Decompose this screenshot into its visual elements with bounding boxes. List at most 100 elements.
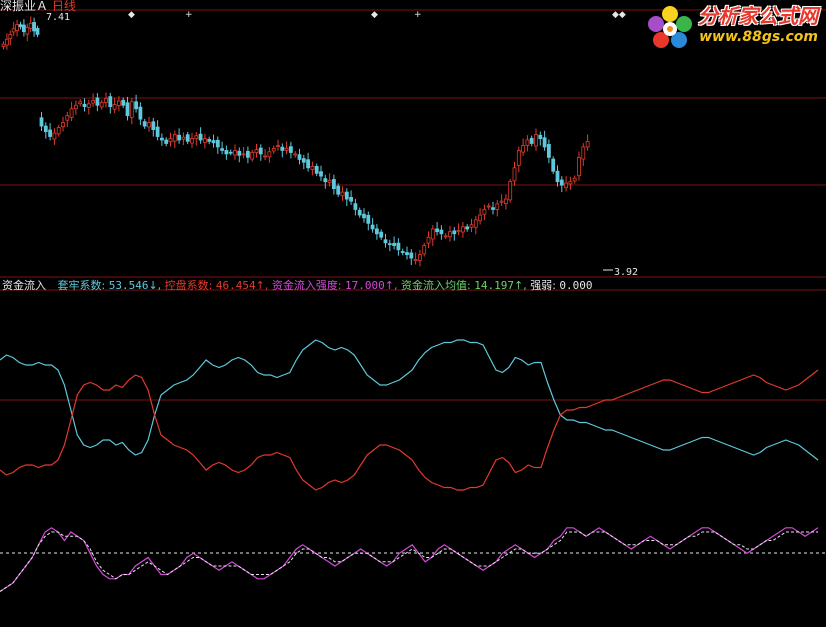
candle-body [185, 134, 190, 142]
candle-body [56, 127, 61, 135]
legend-item-强弱: 强弱: 0.000 [530, 279, 593, 292]
candle-body [473, 219, 478, 228]
candle-body [465, 226, 470, 230]
signal-marker-icon: ◆ [371, 10, 378, 20]
legend-label: 资金流入强度 [271, 279, 338, 292]
candle-body [25, 27, 30, 35]
top-markers: ◆ + ◆ + ◆◆ [128, 10, 626, 271]
candle-body [134, 101, 139, 110]
indicator-name: 资金流入 [2, 279, 46, 292]
candle-body [245, 150, 250, 158]
candle-body [1, 43, 6, 48]
candle-body [207, 139, 212, 142]
candle-body [516, 150, 521, 166]
candle-body [383, 239, 388, 244]
candle-body [577, 156, 581, 177]
candle-body [357, 209, 362, 216]
candle-body [396, 242, 401, 251]
candle-body [284, 147, 289, 151]
candle-body [349, 196, 354, 202]
candle-body [129, 101, 134, 118]
candle-body [121, 99, 126, 106]
candle-body [11, 28, 16, 33]
series-line-资金流入强度 [0, 527, 819, 593]
candle-body [15, 24, 20, 31]
indicator-legend: 资金流入 套牢系数: 53.546↓, 控盘系数: 46.454↑, 资金流入强… [2, 279, 593, 292]
candle-body [585, 140, 590, 148]
candle-body [430, 228, 435, 240]
candle-body [327, 179, 332, 183]
candle-body [177, 134, 182, 141]
candle-body [568, 181, 573, 185]
arrow-up-icon: ↑ [255, 279, 265, 292]
candle-body [323, 178, 328, 183]
candle-body [181, 136, 186, 140]
candle-body [555, 170, 560, 183]
candle-body [469, 224, 474, 228]
candle-body [460, 226, 465, 233]
legend-label: 控盘系数 [164, 279, 209, 292]
candle-body [499, 200, 504, 203]
candle-body [172, 134, 177, 142]
candle-body [392, 242, 397, 247]
candle-body [233, 150, 237, 156]
candle-body [314, 165, 319, 174]
candle-body [43, 125, 48, 133]
legend-label: 资金流入均值 [401, 279, 468, 292]
candle-body [439, 229, 444, 235]
legend-item-资金流入均值: 资金流入均值: 14.197↑, [401, 279, 531, 292]
candle-body [491, 207, 495, 210]
candle-body [28, 22, 33, 29]
indicator-lines [0, 339, 819, 593]
candle-body [405, 252, 409, 256]
candle-body [572, 177, 577, 182]
candle-body [486, 205, 491, 208]
candle-body [301, 158, 306, 163]
legend-item-套牢系数: 套牢系数: 53.546↓, [57, 279, 165, 292]
series-line-资金流入均值 [0, 531, 818, 592]
candle-body [512, 167, 517, 182]
candle-body [503, 198, 508, 205]
candle-body [215, 139, 220, 148]
candle-body [69, 108, 74, 118]
high-price-label: 7.41 [46, 12, 71, 23]
candle-body [164, 139, 169, 144]
candle-body [61, 122, 65, 128]
candle-body [8, 34, 13, 39]
candle-body [370, 224, 375, 230]
candle-body [521, 145, 525, 153]
candle-body [340, 191, 345, 197]
signal-marker-icon: ◆ [128, 10, 135, 20]
candle-body [190, 138, 194, 144]
candle-body [297, 154, 302, 160]
period-label: 日线 [51, 0, 76, 13]
candle-body [456, 229, 461, 232]
candle-body [138, 106, 143, 120]
legend-value: 17.000 [345, 279, 385, 292]
stock-title: 深振业Ａ 日线 [0, 0, 76, 13]
candle-body [52, 132, 57, 140]
candle-body [202, 138, 207, 143]
candle-body [104, 97, 108, 103]
candle-body [39, 117, 44, 127]
watermark-logo: 分析家公式网 www.88gs.com [648, 4, 818, 56]
candle-body [91, 100, 95, 104]
candle-body [413, 259, 418, 262]
candle-body [74, 104, 78, 110]
candle-body [95, 97, 100, 106]
candle-body [529, 137, 534, 144]
candle-body [35, 28, 40, 35]
candle-body [417, 254, 422, 261]
candle-body [108, 96, 113, 108]
candle-body [542, 137, 547, 148]
candle-body [353, 203, 358, 210]
candle-body [112, 104, 117, 110]
series-line-控盘系数 [0, 369, 819, 491]
legend-value: 14.197 [474, 279, 514, 292]
candle-body [86, 103, 91, 108]
candle-body [211, 140, 216, 144]
candle-body [65, 115, 70, 121]
candle-body [147, 122, 151, 128]
candle-body [5, 38, 9, 46]
stock-name: 深振业Ａ [0, 0, 49, 13]
